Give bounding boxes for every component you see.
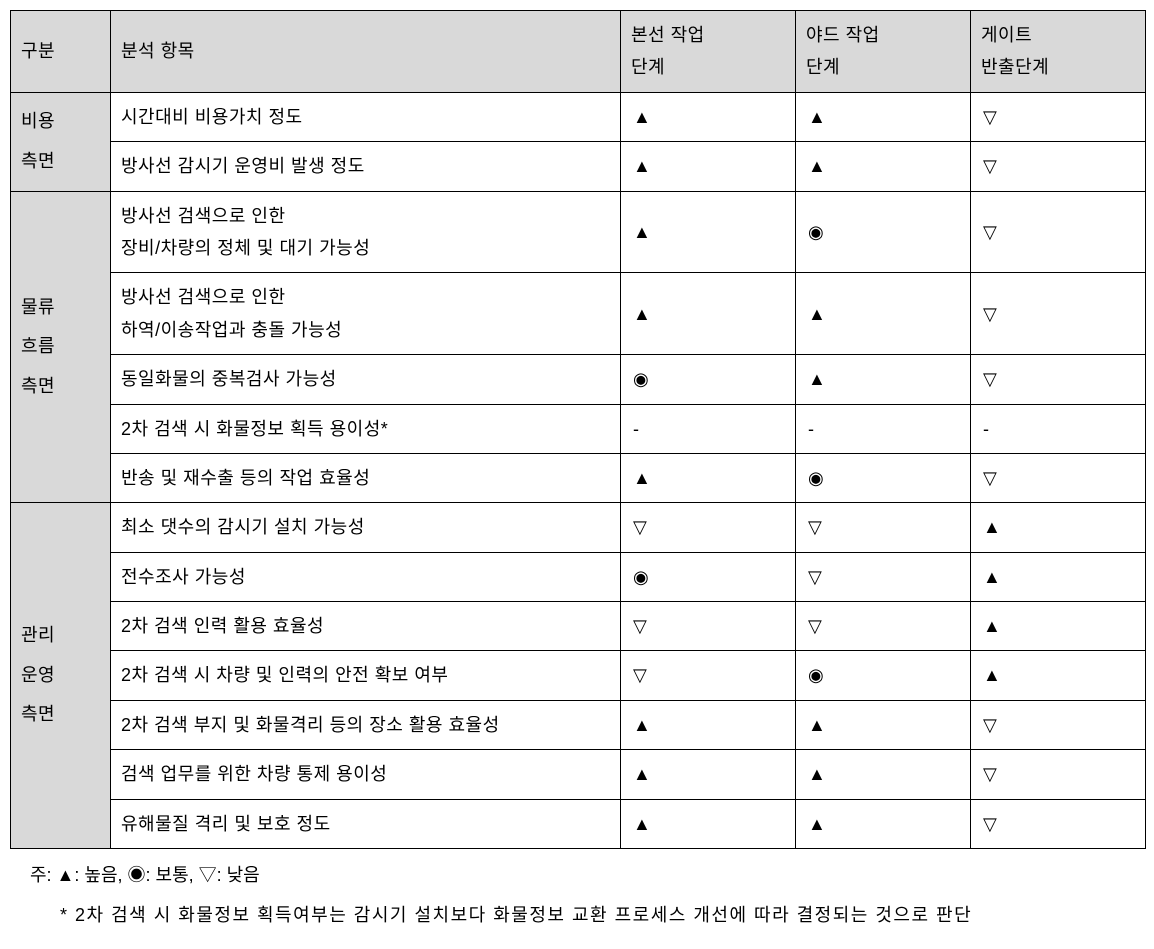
table-row: 2차 검색 인력 활용 효율성▽▽▲ [11,602,1146,651]
table-row: 2차 검색 부지 및 화물격리 등의 장소 활용 효율성▲▲▽ [11,700,1146,749]
table-row: 검색 업무를 위한 차량 통제 용이성▲▲▽ [11,750,1146,799]
header-stage3: 게이트반출단계 [971,11,1146,93]
item-cell: 2차 검색 인력 활용 효율성 [111,602,621,651]
symbol-cell: ▲ [796,355,971,404]
item-cell: 방사선 감시기 운영비 발생 정도 [111,142,621,191]
item-cell: 방사선 검색으로 인한장비/차량의 정체 및 대기 가능성 [111,191,621,273]
symbol-cell: ▲ [796,273,971,355]
table-row: 동일화물의 중복검사 가능성◉▲▽ [11,355,1146,404]
symbol-cell: ▲ [621,453,796,502]
header-stage2: 야드 작업단계 [796,11,971,93]
symbol-cell: ▲ [971,503,1146,552]
symbol-cell: ◉ [796,651,971,700]
item-cell: 2차 검색 시 화물정보 획득 용이성* [111,404,621,453]
symbol-cell: ▽ [621,651,796,700]
symbol-cell: ◉ [621,355,796,404]
item-cell: 2차 검색 시 차량 및 인력의 안전 확보 여부 [111,651,621,700]
symbol-cell: ▽ [971,142,1146,191]
item-cell: 동일화물의 중복검사 가능성 [111,355,621,404]
item-cell: 2차 검색 부지 및 화물격리 등의 장소 활용 효율성 [111,700,621,749]
symbol-cell: - [971,404,1146,453]
item-cell: 유해물질 격리 및 보호 정도 [111,799,621,848]
table-row: 관리운영측면최소 댓수의 감시기 설치 가능성▽▽▲ [11,503,1146,552]
symbol-cell: ▲ [621,799,796,848]
symbol-cell: - [796,404,971,453]
symbol-cell: ▲ [796,750,971,799]
table-row: 반송 및 재수출 등의 작업 효율성▲◉▽ [11,453,1146,502]
table-notes: 주: ▲: 높음, ◉: 보통, ▽: 낮음 * 2차 검색 시 화물정보 획득… [10,857,1144,933]
table-row: 유해물질 격리 및 보호 정도▲▲▽ [11,799,1146,848]
symbol-cell: ▲ [621,700,796,749]
item-cell: 최소 댓수의 감시기 설치 가능성 [111,503,621,552]
legend-note: 주: ▲: 높음, ◉: 보통, ▽: 낮음 [30,857,1144,893]
symbol-cell: ▲ [796,142,971,191]
item-cell: 반송 및 재수출 등의 작업 효율성 [111,453,621,502]
item-cell: 전수조사 가능성 [111,552,621,601]
table-row: 2차 검색 시 화물정보 획득 용이성*--- [11,404,1146,453]
table-row: 방사선 감시기 운영비 발생 정도▲▲▽ [11,142,1146,191]
symbol-cell: ▲ [971,552,1146,601]
symbol-cell: ▲ [796,799,971,848]
symbol-cell: ▽ [621,503,796,552]
symbol-cell: ▽ [971,799,1146,848]
item-cell: 방사선 검색으로 인한하역/이송작업과 충돌 가능성 [111,273,621,355]
category-cell: 관리운영측면 [11,503,111,849]
analysis-table: 구분 분석 항목 본선 작업단계 야드 작업단계 게이트반출단계 비용측면시간대… [10,10,1146,849]
header-category: 구분 [11,11,111,93]
symbol-cell: ◉ [796,453,971,502]
symbol-cell: ▽ [796,552,971,601]
symbol-cell: ▲ [621,273,796,355]
category-cell: 물류흐름측면 [11,191,111,503]
symbol-cell: ▽ [796,602,971,651]
symbol-cell: ▲ [971,651,1146,700]
symbol-cell: ▲ [621,142,796,191]
category-cell: 비용측면 [11,92,111,191]
symbol-cell: ▽ [971,273,1146,355]
symbol-cell: ▲ [621,750,796,799]
table-row: 2차 검색 시 차량 및 인력의 안전 확보 여부▽◉▲ [11,651,1146,700]
header-row: 구분 분석 항목 본선 작업단계 야드 작업단계 게이트반출단계 [11,11,1146,93]
symbol-cell: ▲ [621,191,796,273]
symbol-cell: ▲ [796,92,971,141]
symbol-cell: - [621,404,796,453]
item-cell: 시간대비 비용가치 정도 [111,92,621,141]
symbol-cell: ▽ [621,602,796,651]
header-item: 분석 항목 [111,11,621,93]
symbol-cell: ▽ [971,453,1146,502]
table-row: 방사선 검색으로 인한하역/이송작업과 충돌 가능성▲▲▽ [11,273,1146,355]
symbol-cell: ▽ [971,355,1146,404]
symbol-cell: ◉ [621,552,796,601]
item-cell: 검색 업무를 위한 차량 통제 용이성 [111,750,621,799]
symbol-cell: ▽ [971,750,1146,799]
symbol-cell: ▽ [796,503,971,552]
asterisk-note: * 2차 검색 시 화물정보 획득여부는 감시기 설치보다 화물정보 교환 프로… [44,897,1144,933]
symbol-cell: ▽ [971,700,1146,749]
symbol-cell: ▲ [971,602,1146,651]
symbol-cell: ▲ [621,92,796,141]
symbol-cell: ◉ [796,191,971,273]
header-stage1: 본선 작업단계 [621,11,796,93]
table-row: 전수조사 가능성◉▽▲ [11,552,1146,601]
symbol-cell: ▲ [796,700,971,749]
symbol-cell: ▽ [971,191,1146,273]
table-row: 비용측면시간대비 비용가치 정도▲▲▽ [11,92,1146,141]
symbol-cell: ▽ [971,92,1146,141]
table-row: 물류흐름측면방사선 검색으로 인한장비/차량의 정체 및 대기 가능성▲◉▽ [11,191,1146,273]
